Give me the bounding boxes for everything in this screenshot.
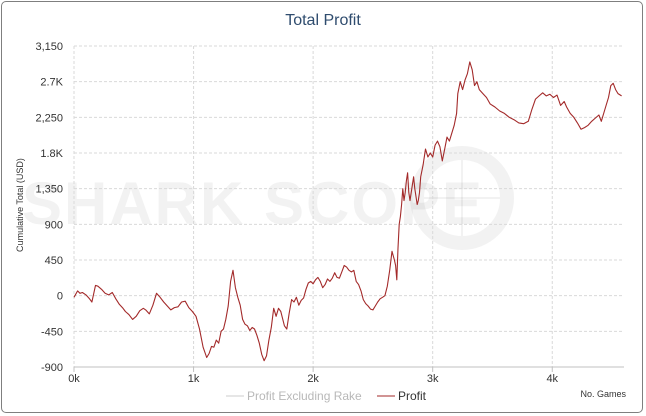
grid-lines (73, 45, 624, 367)
y-tick-label: -900 (41, 362, 63, 374)
y-tick-label: 2,250 (35, 112, 63, 124)
y-tick-label: -450 (41, 326, 63, 338)
x-tick-label: 0k (68, 373, 80, 385)
series-line-profit[interactable] (73, 61, 622, 362)
x-tick-label: 1k (188, 373, 200, 385)
legend: Profit Excluding Rake Profit (226, 389, 427, 403)
x-tick-label: 2k (307, 373, 319, 385)
watermark-text: SHARK SCOPE (22, 170, 484, 237)
y-tick-label: 1,350 (35, 184, 63, 196)
y-tick-label: 0 (57, 291, 63, 303)
legend-label-profit-excluding-rake: Profit Excluding Rake (247, 389, 362, 403)
legend-label-profit: Profit (398, 389, 427, 403)
legend-item-profit-excluding-rake[interactable]: Profit Excluding Rake (226, 389, 362, 403)
legend-item-profit[interactable]: Profit (377, 389, 427, 403)
sharkscope-watermark: SHARK SCOPE (22, 146, 514, 250)
x-axis-title: No. Games (580, 389, 626, 399)
y-axis-ticks: 3,150 2.7K 2,250 1.8K 1,350 900 450 0 -450 -900 (35, 41, 63, 374)
y-tick-label: 450 (45, 255, 63, 267)
y-tick-label: 2.7K (40, 77, 63, 89)
y-axis-title: Cumulative Total (USD) (15, 158, 25, 252)
x-tick-label: 4k (546, 373, 558, 385)
y-tick-label: 1.8K (40, 148, 63, 160)
x-axis-ticks: 0k 1k 2k 3k 4k (68, 367, 559, 385)
series-lines (73, 61, 622, 362)
chart-title: Total Profit (285, 12, 361, 29)
x-tick-label: 3k (427, 373, 439, 385)
y-tick-label: 3,150 (35, 41, 63, 53)
y-tick-label: 900 (45, 219, 63, 231)
